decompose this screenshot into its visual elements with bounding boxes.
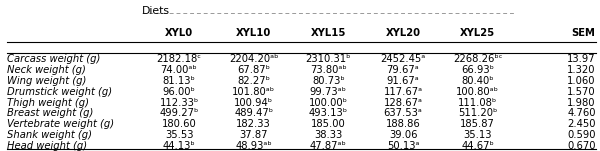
- Text: 38.33: 38.33: [314, 130, 343, 140]
- Text: Neck weight (g): Neck weight (g): [7, 65, 86, 75]
- Text: XYL20: XYL20: [386, 28, 421, 38]
- Text: SEM: SEM: [572, 28, 596, 38]
- Text: 81.13ᵇ: 81.13ᵇ: [163, 76, 196, 86]
- Text: 493.13ᵇ: 493.13ᵇ: [309, 108, 348, 118]
- Text: XYL25: XYL25: [460, 28, 495, 38]
- Text: 96.00ᵇ: 96.00ᵇ: [163, 87, 196, 97]
- Text: 101.80ᵃᵇ: 101.80ᵃᵇ: [232, 87, 275, 97]
- Text: 1.980: 1.980: [567, 98, 596, 108]
- Text: Vertebrate weight (g): Vertebrate weight (g): [7, 119, 115, 129]
- Text: 2.450: 2.450: [567, 119, 596, 129]
- Text: 79.67ᵃ: 79.67ᵃ: [386, 65, 419, 75]
- Text: 185.87: 185.87: [460, 119, 495, 129]
- Text: 637.53ᵃ: 637.53ᵃ: [383, 108, 422, 118]
- Text: 73.80ᵃᵇ: 73.80ᵃᵇ: [310, 65, 347, 75]
- Text: 35.13: 35.13: [463, 130, 492, 140]
- Text: Carcass weight (g): Carcass weight (g): [7, 55, 101, 64]
- Text: 2452.45ᵃ: 2452.45ᵃ: [380, 55, 425, 64]
- Text: 128.67ᵃ: 128.67ᵃ: [383, 98, 422, 108]
- Text: 0.670: 0.670: [567, 141, 596, 151]
- Text: Diets: Diets: [142, 6, 170, 16]
- Text: 74.00ᵃᵇ: 74.00ᵃᵇ: [161, 65, 197, 75]
- Text: 1.060: 1.060: [567, 76, 596, 86]
- Text: 37.87: 37.87: [239, 130, 268, 140]
- Text: 39.06: 39.06: [389, 130, 417, 140]
- Text: 1.320: 1.320: [567, 65, 596, 75]
- Text: 47.87ᵃᵇ: 47.87ᵃᵇ: [310, 141, 347, 151]
- Text: 2310.31ᵇ: 2310.31ᵇ: [305, 55, 351, 64]
- Text: 180.60: 180.60: [161, 119, 196, 129]
- Text: 489.47ᵇ: 489.47ᵇ: [234, 108, 273, 118]
- Text: 2268.26ᵇᶜ: 2268.26ᵇᶜ: [453, 55, 502, 64]
- Text: 100.94ᵇ: 100.94ᵇ: [234, 98, 273, 108]
- Text: 66.93ᵇ: 66.93ᵇ: [461, 65, 494, 75]
- Text: 117.67ᵃ: 117.67ᵃ: [383, 87, 422, 97]
- Text: 44.13ᵇ: 44.13ᵇ: [163, 141, 196, 151]
- Text: Wing weight (g): Wing weight (g): [7, 76, 87, 86]
- Text: 100.80ᵃᵇ: 100.80ᵃᵇ: [456, 87, 499, 97]
- Text: 100.00ᵇ: 100.00ᵇ: [309, 98, 348, 108]
- Text: 50.13ᵃ: 50.13ᵃ: [387, 141, 419, 151]
- Text: 1.570: 1.570: [567, 87, 596, 97]
- Text: 182.33: 182.33: [236, 119, 271, 129]
- Text: 0.590: 0.590: [567, 130, 596, 140]
- Text: 2182.18ᶜ: 2182.18ᶜ: [157, 55, 202, 64]
- Text: 80.40ᵇ: 80.40ᵇ: [461, 76, 494, 86]
- Text: 48.93ᵃᵇ: 48.93ᵃᵇ: [235, 141, 272, 151]
- Text: Shank weight (g): Shank weight (g): [7, 130, 92, 140]
- Text: 185.00: 185.00: [311, 119, 346, 129]
- Text: 188.86: 188.86: [386, 119, 421, 129]
- Text: 111.08ᵇ: 111.08ᵇ: [458, 98, 497, 108]
- Text: 35.53: 35.53: [165, 130, 193, 140]
- Text: 80.73ᵇ: 80.73ᵇ: [312, 76, 345, 86]
- Text: Thigh weight (g): Thigh weight (g): [7, 98, 89, 108]
- Text: 499.27ᵇ: 499.27ᵇ: [160, 108, 199, 118]
- Text: XYL10: XYL10: [236, 28, 271, 38]
- Text: XYL0: XYL0: [165, 28, 193, 38]
- Text: Breast weight (g): Breast weight (g): [7, 108, 94, 118]
- Text: 82.27ᵇ: 82.27ᵇ: [237, 76, 270, 86]
- Text: Drumstick weight (g): Drumstick weight (g): [7, 87, 112, 97]
- Text: 2204.20ᵃᵇ: 2204.20ᵃᵇ: [229, 55, 278, 64]
- Text: 511.20ᵇ: 511.20ᵇ: [458, 108, 497, 118]
- Text: 4.760: 4.760: [567, 108, 596, 118]
- Text: 13.97: 13.97: [567, 55, 596, 64]
- Text: XYL15: XYL15: [311, 28, 346, 38]
- Text: 67.87ᵇ: 67.87ᵇ: [237, 65, 270, 75]
- Text: 44.67ᵇ: 44.67ᵇ: [461, 141, 494, 151]
- Text: 99.73ᵃᵇ: 99.73ᵃᵇ: [310, 87, 347, 97]
- Text: 91.67ᵃ: 91.67ᵃ: [386, 76, 419, 86]
- Text: Head weight (g): Head weight (g): [7, 141, 88, 151]
- Text: 112.33ᵇ: 112.33ᵇ: [160, 98, 199, 108]
